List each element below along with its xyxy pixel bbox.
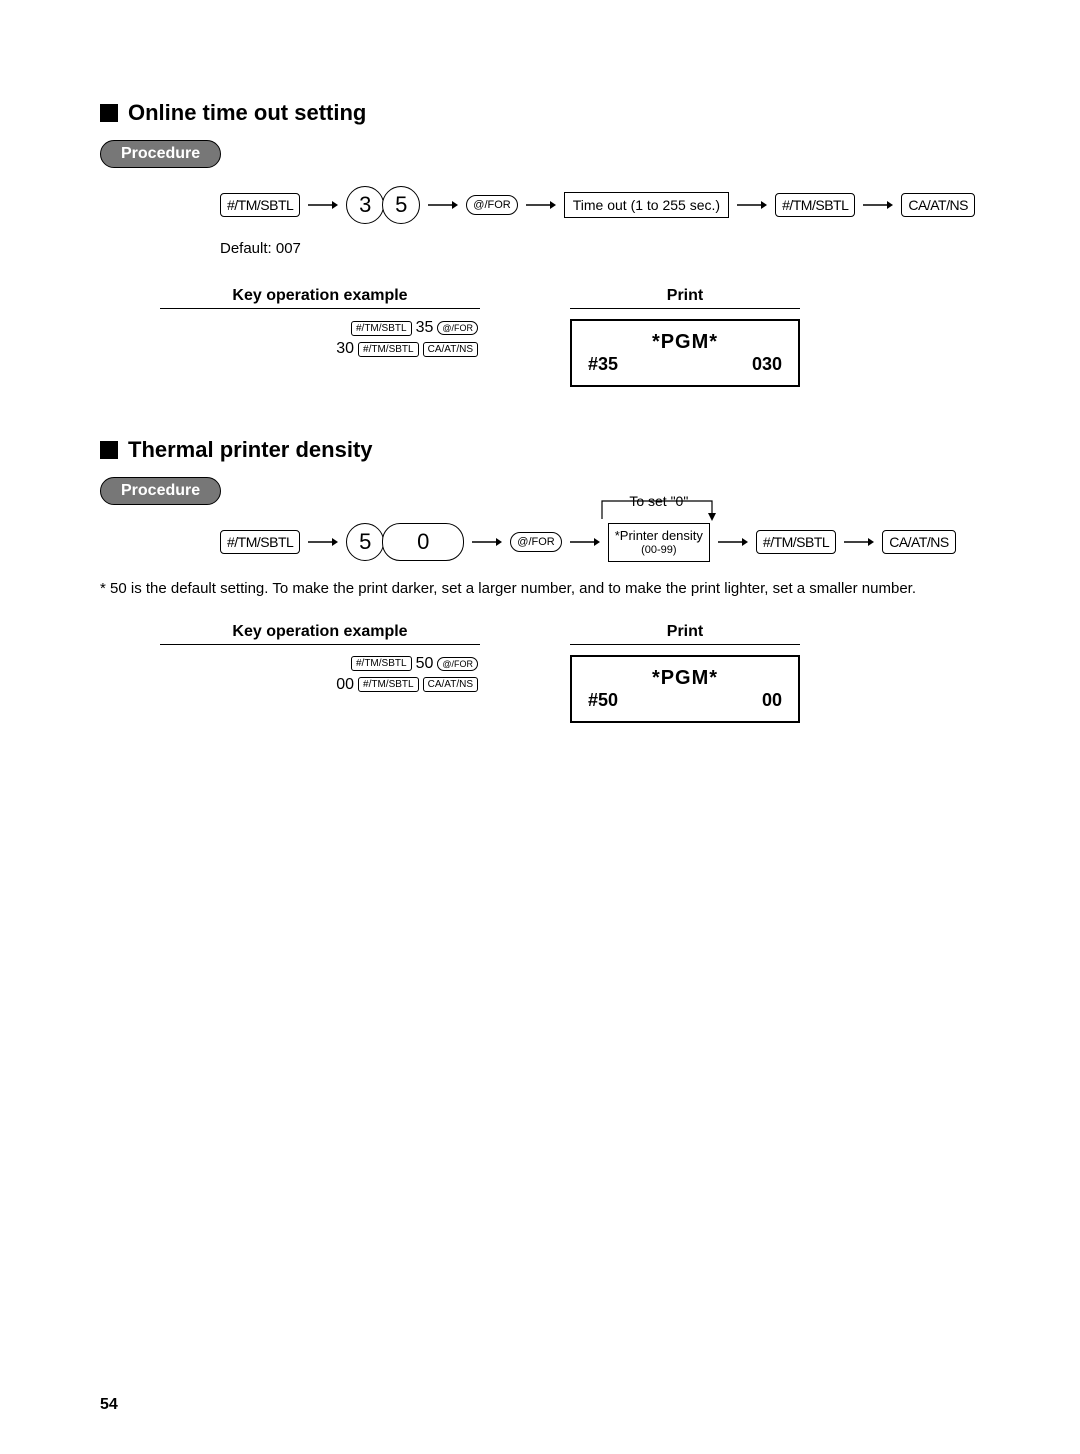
arrow-icon bbox=[526, 200, 556, 210]
key-tm-sbtl: #/TM/SBTL bbox=[351, 321, 412, 336]
manual-page: Online time out setting Procedure #/TM/S… bbox=[0, 0, 1080, 1454]
key-digit: 5 bbox=[346, 523, 384, 561]
arrow-icon bbox=[308, 537, 338, 547]
example-number: 00 bbox=[336, 676, 354, 694]
example-line: 30 #/TM/SBTL CA/AT/NS bbox=[160, 340, 478, 358]
key-operation-column: Key operation example #/TM/SBTL 35 @/FOR… bbox=[160, 287, 480, 387]
example-number: 30 bbox=[336, 340, 354, 358]
key-at-for: @/FOR bbox=[437, 657, 478, 671]
procedure-badge: Procedure bbox=[100, 477, 221, 505]
arrow-icon bbox=[570, 537, 600, 547]
bullet-icon bbox=[100, 104, 118, 122]
print-column: Print *PGM* #35 030 bbox=[570, 287, 800, 387]
page-number: 54 bbox=[100, 1396, 118, 1414]
to-set-zero-label: To set "0" bbox=[629, 493, 688, 509]
print-pgm: *PGM* bbox=[588, 667, 782, 690]
section-title-text: Thermal printer density bbox=[128, 437, 373, 463]
example-number: 50 bbox=[416, 655, 434, 673]
print-value: 00 bbox=[762, 690, 782, 711]
example-number: 35 bbox=[416, 319, 434, 337]
example-lines: #/TM/SBTL 50 @/FOR 00 #/TM/SBTL CA/AT/NS bbox=[160, 655, 480, 694]
print-row: #50 00 bbox=[588, 690, 782, 711]
key-tm-sbtl: #/TM/SBTL bbox=[358, 677, 419, 692]
example-line: #/TM/SBTL 35 @/FOR bbox=[160, 319, 478, 337]
arrow-icon bbox=[737, 200, 767, 210]
print-code: #50 bbox=[588, 690, 618, 711]
key-digit-wide: 0 bbox=[382, 523, 464, 561]
key-ca-at-ns: CA/AT/NS bbox=[423, 342, 478, 357]
key-tm-sbtl: #/TM/SBTL bbox=[220, 193, 300, 217]
key-ca-at-ns: CA/AT/NS bbox=[901, 193, 975, 217]
arrow-icon bbox=[428, 200, 458, 210]
example-columns: Key operation example #/TM/SBTL 50 @/FOR… bbox=[160, 623, 1000, 723]
example-lines: #/TM/SBTL 35 @/FOR 30 #/TM/SBTL CA/AT/NS bbox=[160, 319, 480, 358]
column-header: Print bbox=[570, 623, 800, 645]
procedure-flow: #/TM/SBTL 5 0 @/FOR To set "0" *Printer … bbox=[220, 523, 1000, 562]
bullet-icon bbox=[100, 441, 118, 459]
procedure-flow: #/TM/SBTL 3 5 @/FOR Time out (1 to 255 s… bbox=[220, 186, 1000, 224]
key-digit: 5 bbox=[382, 186, 420, 224]
key-ca-at-ns: CA/AT/NS bbox=[423, 677, 478, 692]
key-tm-sbtl: #/TM/SBTL bbox=[775, 193, 855, 217]
print-pgm: *PGM* bbox=[588, 331, 782, 354]
column-header: Print bbox=[570, 287, 800, 309]
column-header: Key operation example bbox=[160, 287, 480, 309]
example-line: #/TM/SBTL 50 @/FOR bbox=[160, 655, 478, 673]
arrow-icon bbox=[472, 537, 502, 547]
key-at-for: @/FOR bbox=[437, 321, 478, 335]
column-header: Key operation example bbox=[160, 623, 480, 645]
arrow-icon bbox=[844, 537, 874, 547]
key-tm-sbtl: #/TM/SBTL bbox=[351, 656, 412, 671]
key-ca-at-ns: CA/AT/NS bbox=[882, 530, 956, 554]
key-digit: 3 bbox=[346, 186, 384, 224]
print-column: Print *PGM* #50 00 bbox=[570, 623, 800, 723]
print-value: 030 bbox=[752, 354, 782, 375]
example-line: 00 #/TM/SBTL CA/AT/NS bbox=[160, 676, 478, 694]
section-title: Thermal printer density bbox=[100, 437, 1000, 463]
section-title-text: Online time out setting bbox=[128, 100, 366, 126]
density-box-line2: (00-99) bbox=[641, 544, 676, 557]
key-at-for: @/FOR bbox=[466, 195, 517, 215]
example-columns: Key operation example #/TM/SBTL 35 @/FOR… bbox=[160, 287, 1000, 387]
key-operation-column: Key operation example #/TM/SBTL 50 @/FOR… bbox=[160, 623, 480, 723]
footnote: * 50 is the default setting. To make the… bbox=[100, 578, 1000, 599]
print-row: #35 030 bbox=[588, 354, 782, 375]
section-title: Online time out setting bbox=[100, 100, 1000, 126]
key-tm-sbtl: #/TM/SBTL bbox=[220, 530, 300, 554]
density-box-line1: *Printer density bbox=[615, 528, 703, 544]
timeout-range-box: Time out (1 to 255 sec.) bbox=[564, 192, 729, 218]
print-box: *PGM* #35 030 bbox=[570, 319, 800, 387]
arrow-icon bbox=[308, 200, 338, 210]
print-code: #35 bbox=[588, 354, 618, 375]
arrow-icon bbox=[863, 200, 893, 210]
density-range-box: *Printer density (00-99) bbox=[608, 523, 710, 562]
key-at-for: @/FOR bbox=[510, 532, 561, 552]
print-box: *PGM* #50 00 bbox=[570, 655, 800, 723]
key-tm-sbtl: #/TM/SBTL bbox=[358, 342, 419, 357]
default-note: Default: 007 bbox=[220, 240, 1000, 257]
key-tm-sbtl: #/TM/SBTL bbox=[756, 530, 836, 554]
density-box-wrap: To set "0" *Printer density (00-99) bbox=[608, 523, 710, 562]
arrow-icon bbox=[718, 537, 748, 547]
procedure-badge: Procedure bbox=[100, 140, 221, 168]
